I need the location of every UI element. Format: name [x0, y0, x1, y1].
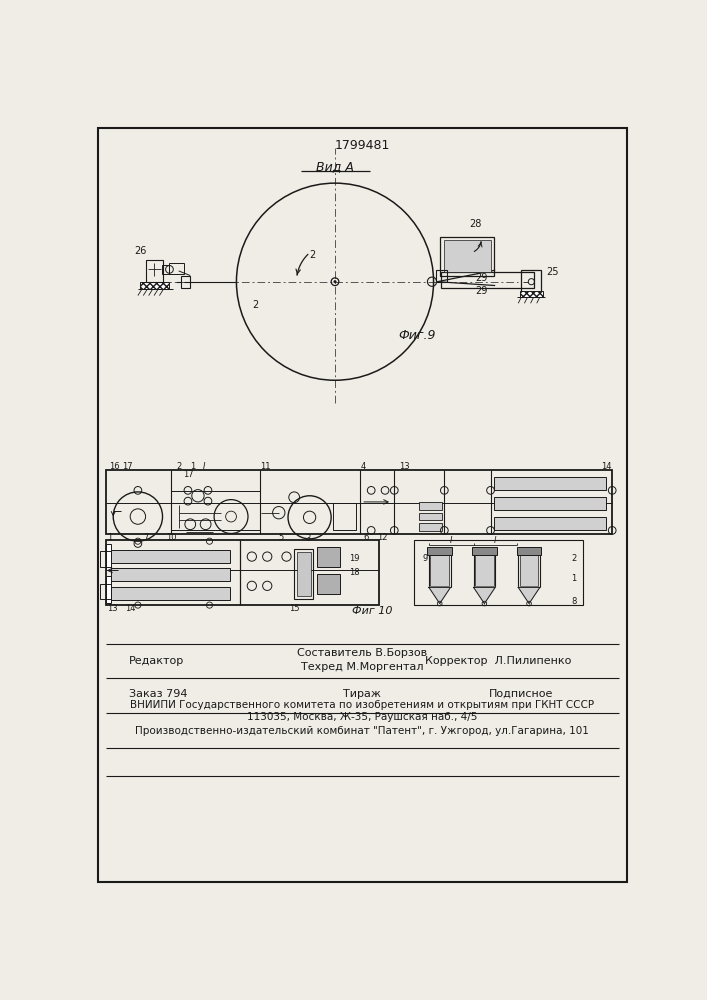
Text: Заказ 794: Заказ 794 [129, 689, 187, 699]
Bar [436, 270, 448, 282]
Text: 14: 14 [125, 604, 136, 613]
Polygon shape [518, 587, 540, 604]
Bar [443, 240, 491, 272]
Text: 1: 1 [107, 533, 112, 542]
Text: Редактор: Редактор [129, 656, 184, 666]
Bar [111, 550, 230, 563]
Text: Составитель В.Борзов: Составитель В.Борзов [297, 648, 427, 658]
Text: Подписное: Подписное [489, 689, 554, 699]
Bar [494, 517, 606, 530]
Bar [296, 552, 311, 596]
Text: 4: 4 [361, 462, 366, 471]
Bar [428, 547, 452, 555]
Bar [520, 291, 543, 297]
Text: 13: 13 [107, 604, 117, 613]
Text: ВНИИПИ Государственного комитета по изобретениям и открытиям при ГКНТ СССР: ВНИИПИ Государственного комитета по изоб… [130, 700, 594, 710]
Text: 15: 15 [289, 604, 300, 613]
Bar [140, 282, 170, 289]
Text: Вид А: Вид А [316, 160, 354, 173]
Bar [181, 276, 190, 288]
Bar [441, 272, 534, 288]
Text: 6: 6 [363, 533, 368, 542]
Bar [146, 260, 163, 282]
Text: 28: 28 [469, 219, 481, 229]
Text: Фиг 10: Фиг 10 [352, 606, 392, 616]
Text: 18: 18 [349, 568, 360, 577]
Text: 16: 16 [110, 462, 120, 471]
Bar [317, 574, 340, 594]
Circle shape [334, 281, 336, 283]
Bar [429, 553, 450, 587]
Polygon shape [474, 587, 495, 604]
Bar [517, 547, 542, 555]
Text: 19: 19 [349, 554, 359, 563]
Text: 2: 2 [252, 300, 259, 310]
Text: Фиг.9: Фиг.9 [398, 329, 436, 342]
Text: l: l [494, 536, 496, 545]
Bar [419, 502, 442, 510]
Text: 8: 8 [571, 597, 576, 606]
Bar [169, 263, 184, 274]
Text: 1: 1 [190, 462, 195, 471]
Text: 25: 25 [546, 267, 559, 277]
Bar [111, 587, 230, 600]
Text: 17: 17 [182, 470, 193, 479]
Text: 13: 13 [399, 462, 409, 471]
Text: 1799481: 1799481 [334, 139, 390, 152]
Bar [105, 470, 612, 534]
Text: 29: 29 [475, 273, 488, 283]
Text: 7: 7 [143, 533, 148, 542]
Text: 12: 12 [378, 533, 388, 542]
Text: Техред М.Моргентал: Техред М.Моргентал [300, 662, 423, 672]
Bar [162, 265, 170, 274]
Bar [111, 568, 230, 581]
Bar [472, 547, 497, 555]
Text: 17: 17 [122, 462, 132, 471]
Bar [333, 503, 356, 530]
Text: 2: 2 [176, 462, 181, 471]
Text: 29: 29 [475, 286, 488, 296]
Bar [494, 477, 606, 490]
Polygon shape [429, 587, 450, 604]
Text: 9: 9 [423, 554, 428, 563]
Text: 11: 11 [260, 462, 271, 471]
Bar [419, 523, 442, 531]
Bar [294, 549, 313, 599]
Bar [105, 576, 111, 603]
Bar [100, 584, 111, 599]
Bar [474, 553, 495, 587]
Bar [440, 237, 494, 276]
Bar [317, 547, 340, 567]
Text: Производственно-издательский комбинат "Патент", г. Ужгород, ул.Гагарина, 101: Производственно-издательский комбинат "П… [135, 726, 589, 736]
Text: 5: 5 [279, 533, 284, 542]
Bar [431, 554, 449, 586]
Bar [518, 553, 540, 587]
Bar [520, 554, 538, 586]
Text: I: I [450, 536, 452, 545]
Bar [105, 544, 111, 570]
Text: Тираж: Тираж [343, 689, 381, 699]
Text: 26: 26 [134, 246, 146, 256]
Bar [414, 540, 583, 605]
Bar [475, 554, 493, 586]
Bar [494, 497, 606, 510]
Bar [105, 540, 379, 605]
Text: 2: 2 [571, 554, 576, 563]
Text: 2: 2 [309, 250, 315, 260]
Text: Корректор  Л.Пилипенко: Корректор Л.Пилипенко [425, 656, 571, 666]
Text: 14: 14 [601, 462, 612, 471]
Bar [419, 513, 442, 520]
Bar [521, 270, 541, 293]
Text: 113035, Москва, Ж-35, Раушская наб., 4/5: 113035, Москва, Ж-35, Раушская наб., 4/5 [247, 712, 477, 722]
Text: 1: 1 [571, 574, 576, 583]
Text: I: I [203, 462, 205, 471]
Text: 10: 10 [165, 533, 176, 542]
Text: 3: 3 [305, 534, 311, 543]
Bar [100, 551, 111, 567]
